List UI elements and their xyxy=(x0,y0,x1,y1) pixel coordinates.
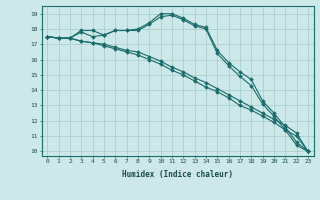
X-axis label: Humidex (Indice chaleur): Humidex (Indice chaleur) xyxy=(122,170,233,179)
